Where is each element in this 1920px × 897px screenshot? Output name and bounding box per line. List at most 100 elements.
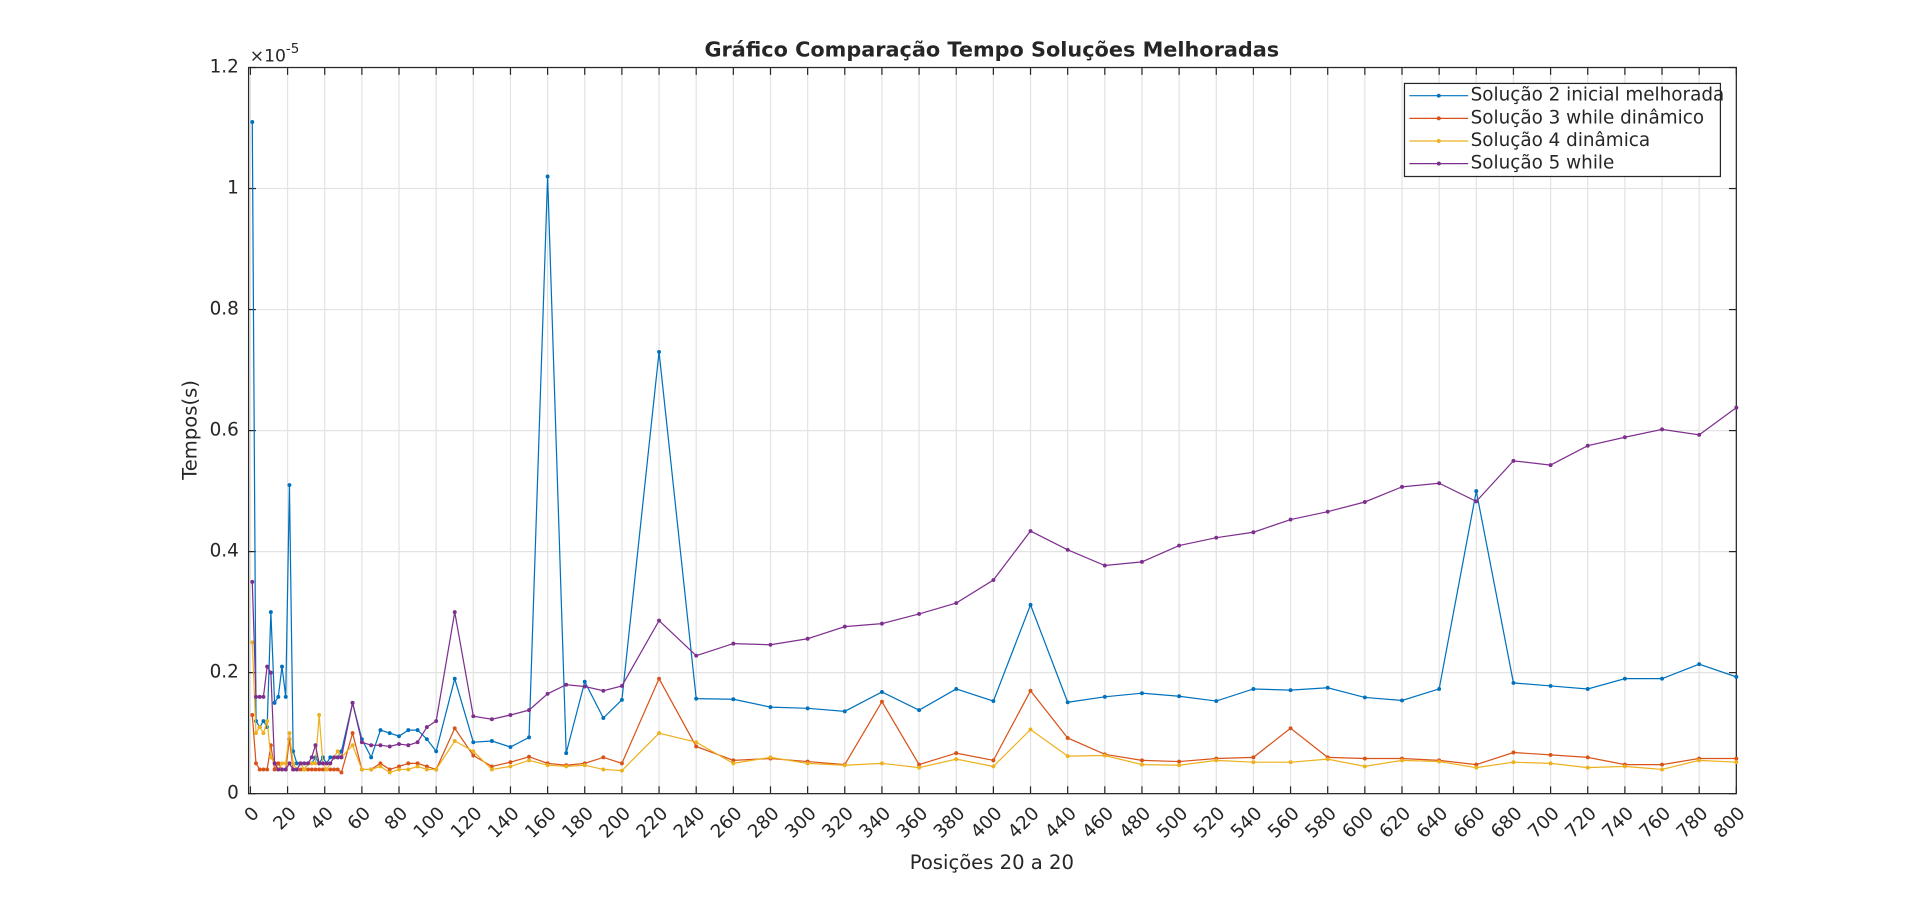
data-point <box>415 740 420 745</box>
data-point <box>309 761 314 766</box>
data-point <box>508 764 513 769</box>
data-point <box>1400 698 1404 703</box>
data-point <box>415 728 420 733</box>
data-point <box>313 743 318 748</box>
data-point <box>619 761 624 766</box>
data-point <box>415 761 420 766</box>
data-point <box>954 757 959 762</box>
data-point <box>254 731 258 736</box>
data-point <box>250 713 255 717</box>
data-point <box>471 753 476 758</box>
data-point <box>434 719 439 723</box>
y-tick-label: 0.6 <box>210 420 239 441</box>
data-point <box>1474 499 1479 504</box>
data-point <box>378 764 383 769</box>
legend-label: Solução 2 inicial melhorada <box>1471 85 1725 106</box>
data-point <box>582 679 587 684</box>
data-point <box>306 761 310 766</box>
data-point <box>1065 547 1070 552</box>
data-point <box>508 760 513 765</box>
data-point <box>731 641 736 646</box>
data-point <box>917 708 922 713</box>
data-point <box>1511 760 1516 765</box>
data-point <box>1622 676 1627 681</box>
y-tick-label: 0.8 <box>210 299 239 320</box>
data-point <box>1474 489 1479 494</box>
data-point <box>1622 764 1627 769</box>
data-point <box>378 761 383 766</box>
data-point <box>250 640 255 645</box>
data-point <box>261 731 266 736</box>
data-point <box>1362 764 1367 769</box>
data-point <box>424 764 429 769</box>
data-point <box>1028 602 1033 607</box>
data-point <box>657 731 662 736</box>
data-point <box>1362 695 1367 700</box>
data-point <box>564 764 569 769</box>
data-point <box>545 763 550 768</box>
data-point <box>1734 405 1739 410</box>
data-point <box>657 618 662 623</box>
data-point <box>879 761 884 766</box>
y-multiplier-exponent: -5 <box>286 42 299 57</box>
y-multiplier-base: ×10 <box>250 47 286 67</box>
data-point <box>406 761 411 766</box>
data-point <box>324 767 329 772</box>
data-point <box>406 743 411 748</box>
data-point <box>805 636 810 641</box>
data-point <box>1697 432 1702 437</box>
data-point <box>309 755 314 760</box>
data-point <box>261 719 266 723</box>
data-point <box>313 761 318 766</box>
data-point <box>527 735 531 740</box>
data-point <box>564 682 569 687</box>
data-point <box>1734 756 1739 761</box>
data-point <box>272 761 277 766</box>
data-point <box>489 767 494 772</box>
data-point <box>1400 484 1404 489</box>
data-point <box>339 770 344 775</box>
data-point <box>768 642 773 647</box>
data-point <box>1140 559 1144 564</box>
data-point <box>1511 680 1516 685</box>
data-point <box>306 767 310 772</box>
data-point <box>954 601 959 605</box>
data-point <box>261 767 266 772</box>
data-point <box>1028 727 1033 732</box>
data-point <box>657 349 662 354</box>
data-point <box>424 737 429 742</box>
data-point <box>406 728 411 733</box>
data-point <box>328 767 333 772</box>
data-point <box>991 699 996 704</box>
data-point <box>257 725 262 730</box>
data-point <box>298 767 303 772</box>
data-point <box>731 758 736 763</box>
data-point <box>694 653 699 658</box>
data-point <box>1177 759 1182 764</box>
data-point <box>369 755 374 760</box>
data-point <box>283 767 288 772</box>
data-point <box>1734 674 1739 679</box>
data-point <box>1028 529 1033 533</box>
data-point <box>842 763 847 768</box>
data-point <box>302 761 307 766</box>
data-point <box>1140 758 1144 763</box>
data-point <box>805 761 810 766</box>
data-point <box>276 694 281 699</box>
data-point <box>272 700 277 705</box>
data-point <box>842 624 847 629</box>
data-point <box>471 749 476 754</box>
data-point <box>397 734 401 739</box>
data-point <box>324 761 329 766</box>
data-point <box>1585 443 1590 448</box>
data-point <box>1697 758 1702 763</box>
data-point <box>1251 760 1256 765</box>
data-point <box>317 767 322 772</box>
data-point <box>1288 726 1293 731</box>
data-point <box>991 578 996 583</box>
y-axis-label: Tempos(s) <box>179 380 202 481</box>
data-point <box>471 714 476 719</box>
data-point <box>1325 685 1330 690</box>
data-point <box>1288 760 1293 765</box>
data-point <box>805 706 810 711</box>
